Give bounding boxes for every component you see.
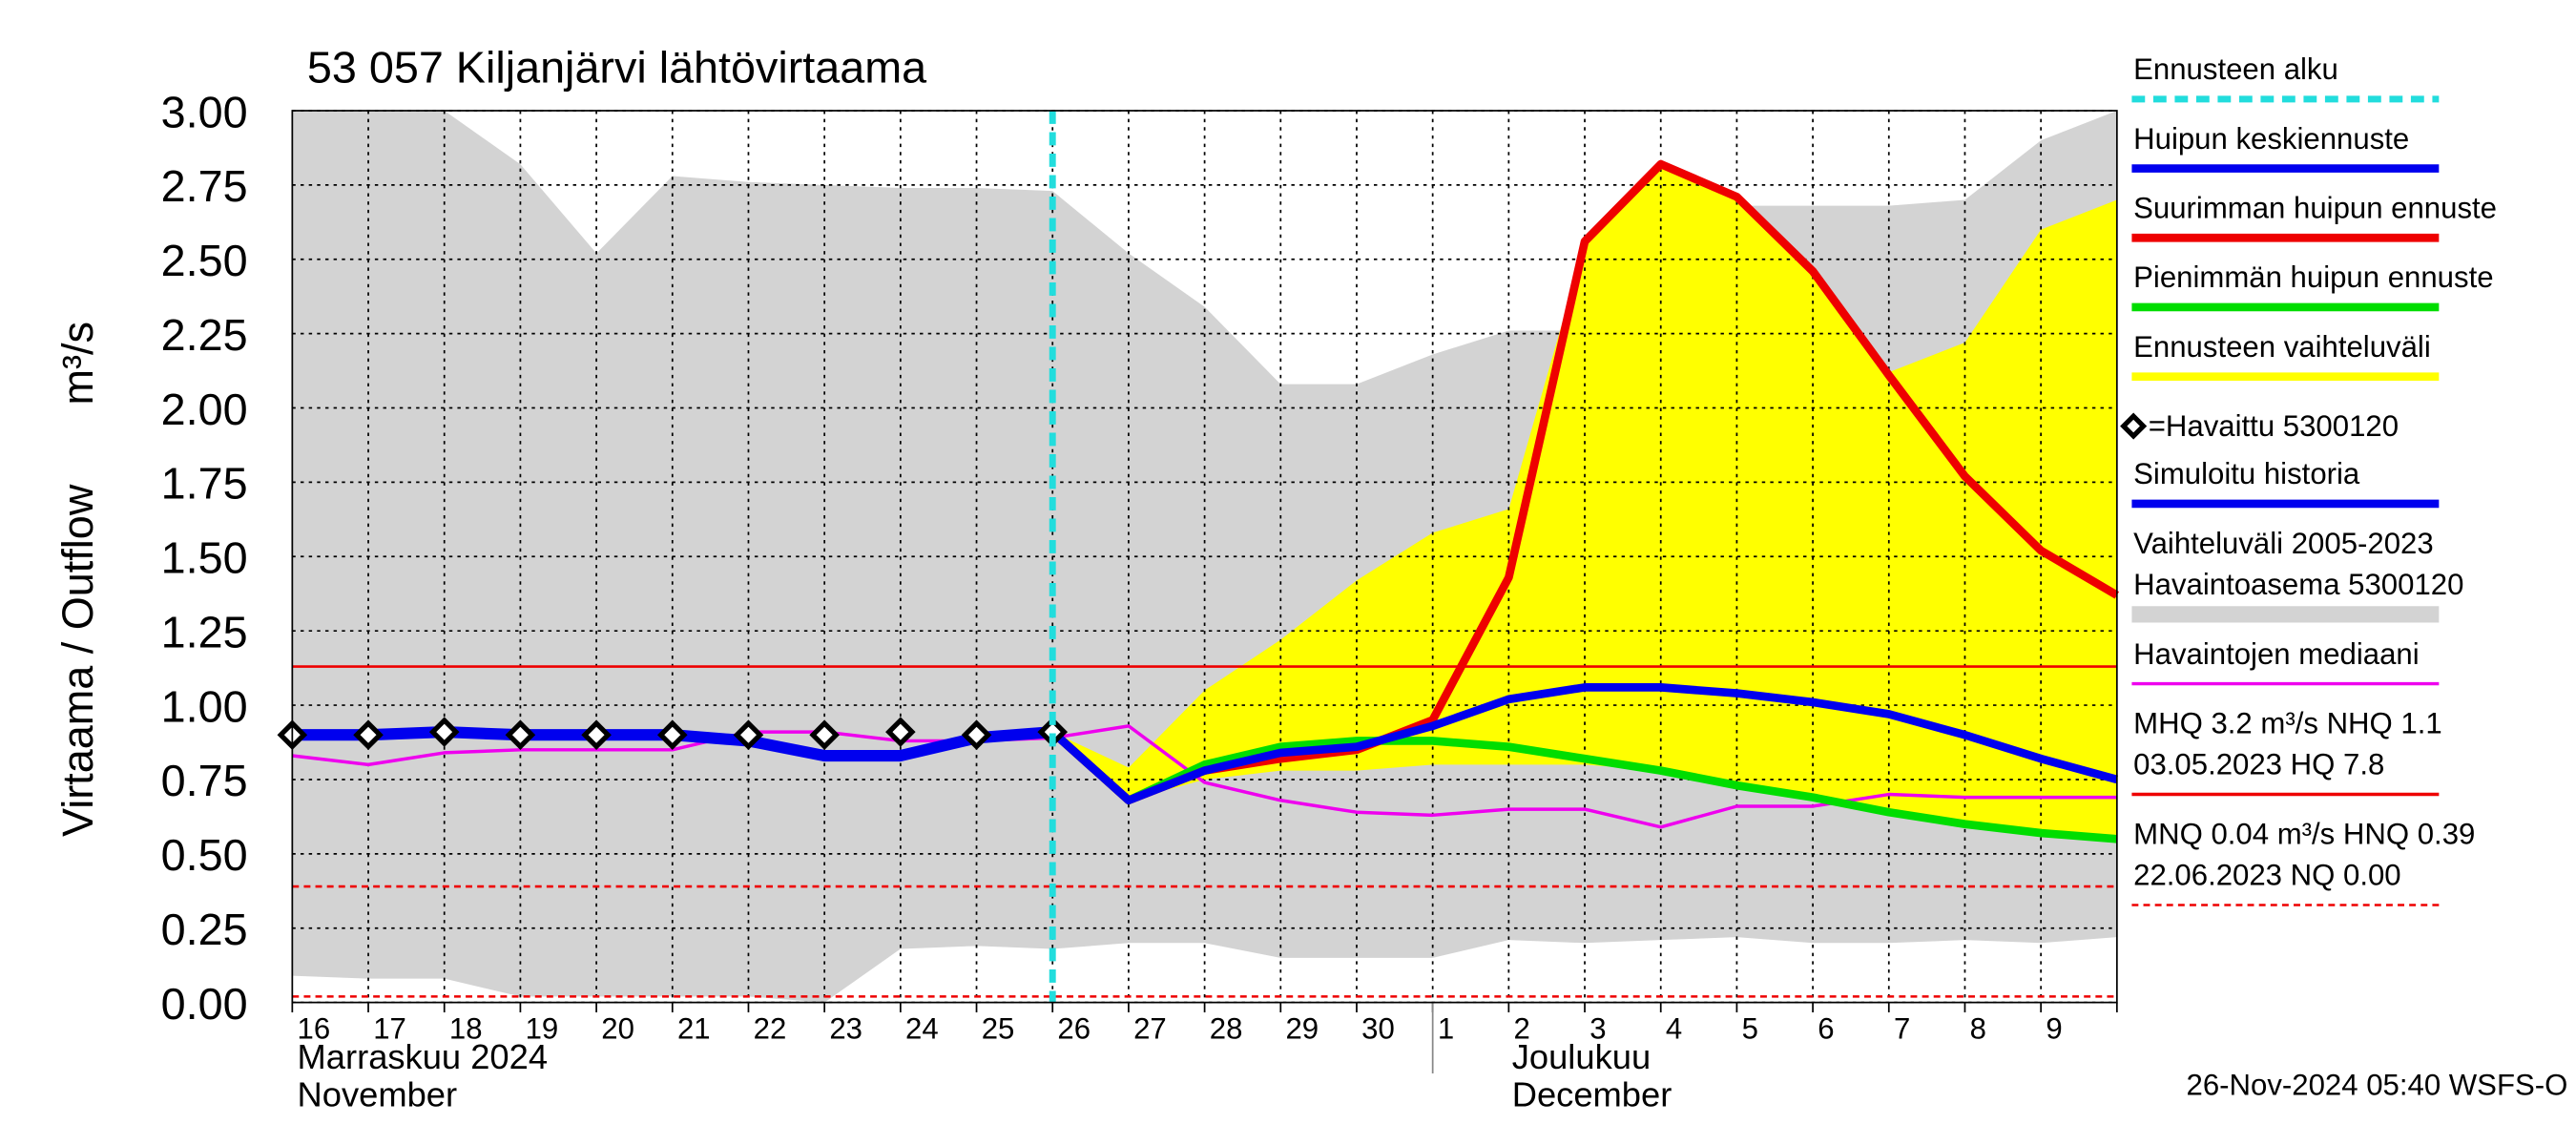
x-tick-label: 24 [905, 1012, 939, 1046]
x-tick-label: 17 [373, 1012, 406, 1046]
series-line [1049, 728, 2118, 843]
y-axis-unit: m³/s [53, 322, 102, 405]
legend-label: Suurimman huipun ennuste [2133, 191, 2497, 224]
x-tick-label: 7 [1894, 1012, 1910, 1046]
month-label: December [1512, 1075, 1672, 1114]
observed-marker [733, 719, 764, 751]
legend-label: 03.05.2023 HQ 7.8 [2133, 748, 2384, 781]
y-tick-label: 1.50 [161, 533, 248, 583]
observed-marker [961, 719, 992, 751]
legend-label: Huipun keskiennuste [2133, 122, 2409, 156]
y-tick-label: 0.25 [161, 905, 248, 954]
legend-label: MHQ 3.2 m³/s NHQ 1.1 [2133, 706, 2442, 739]
x-tick-label: 19 [526, 1012, 559, 1046]
x-tick-label: 4 [1666, 1012, 1682, 1046]
y-tick-label: 0.75 [161, 756, 248, 805]
x-tick-label: 8 [1970, 1012, 1986, 1046]
legend-label: Simuloitu historia [2133, 457, 2360, 490]
legend-label: Havaintojen mediaani [2133, 637, 2420, 671]
month-label: Joulukuu [1512, 1037, 1651, 1076]
legend-label: Vaihteluväli 2005-2023 [2133, 527, 2434, 560]
x-tick-label: 22 [754, 1012, 787, 1046]
legend-label: MNQ 0.04 m³/s HNQ 0.39 [2133, 817, 2475, 850]
x-tick-label: 23 [829, 1012, 862, 1046]
observed-marker [656, 719, 688, 751]
observed-marker [505, 719, 536, 751]
series-line [1049, 683, 2118, 805]
y-tick-label: 2.00 [161, 385, 248, 434]
observed-marker [353, 719, 384, 751]
y-tick-label: 1.75 [161, 459, 248, 509]
observed-marker [885, 717, 916, 747]
legend-label: Havaintoasema 5300120 [2133, 568, 2463, 601]
y-tick-label: 0.50 [161, 830, 248, 880]
x-tick-label: 6 [1818, 1012, 1834, 1046]
observed-marker [809, 719, 840, 751]
x-tick-label: 1 [1438, 1012, 1454, 1046]
x-tick-label: 3 [1589, 1012, 1606, 1046]
month-label: November [298, 1075, 458, 1114]
x-tick-label: 16 [298, 1012, 331, 1046]
x-tick-label: 29 [1285, 1012, 1319, 1046]
y-tick-label: 1.00 [161, 681, 248, 731]
y-tick-label: 1.25 [161, 607, 248, 656]
legend-label: Pienimmän huipun ennuste [2133, 260, 2493, 294]
legend-marker [2120, 412, 2148, 440]
legend-label: Ennusteen vaihteluväli [2133, 330, 2431, 364]
y-tick-label: 0.00 [161, 979, 248, 1029]
x-tick-label: 28 [1210, 1012, 1243, 1046]
observed-marker [581, 719, 612, 751]
x-tick-label: 25 [982, 1012, 1015, 1046]
y-tick-label: 2.50 [161, 236, 248, 285]
y-axis-label: Virtaama / Outflow [53, 484, 102, 837]
x-tick-label: 2 [1514, 1012, 1530, 1046]
x-tick-label: 18 [449, 1012, 483, 1046]
x-tick-label: 9 [2046, 1012, 2062, 1046]
month-label: Marraskuu 2024 [298, 1037, 549, 1076]
footer: 26-Nov-2024 05:40 WSFS-O [2187, 1069, 2568, 1102]
x-tick-label: 5 [1742, 1012, 1758, 1046]
legend-label: 22.06.2023 NQ 0.00 [2133, 859, 2400, 892]
legend-label: =Havaittu 5300120 [2149, 409, 2399, 443]
x-tick-label: 30 [1361, 1012, 1395, 1046]
legend-label: Ennusteen alku [2133, 52, 2338, 86]
y-tick-label: 2.75 [161, 161, 248, 211]
x-tick-label: 27 [1133, 1012, 1167, 1046]
x-tick-label: 21 [677, 1012, 711, 1046]
plot-frame [291, 110, 2118, 1004]
x-tick-label: 20 [601, 1012, 634, 1046]
x-tick-label: 26 [1057, 1012, 1091, 1046]
observed-marker [428, 717, 460, 747]
y-tick-label: 2.25 [161, 310, 248, 360]
chart-title: 53 057 Kiljanjärvi lähtövirtaama [307, 43, 926, 93]
y-tick-label: 3.00 [161, 87, 248, 136]
